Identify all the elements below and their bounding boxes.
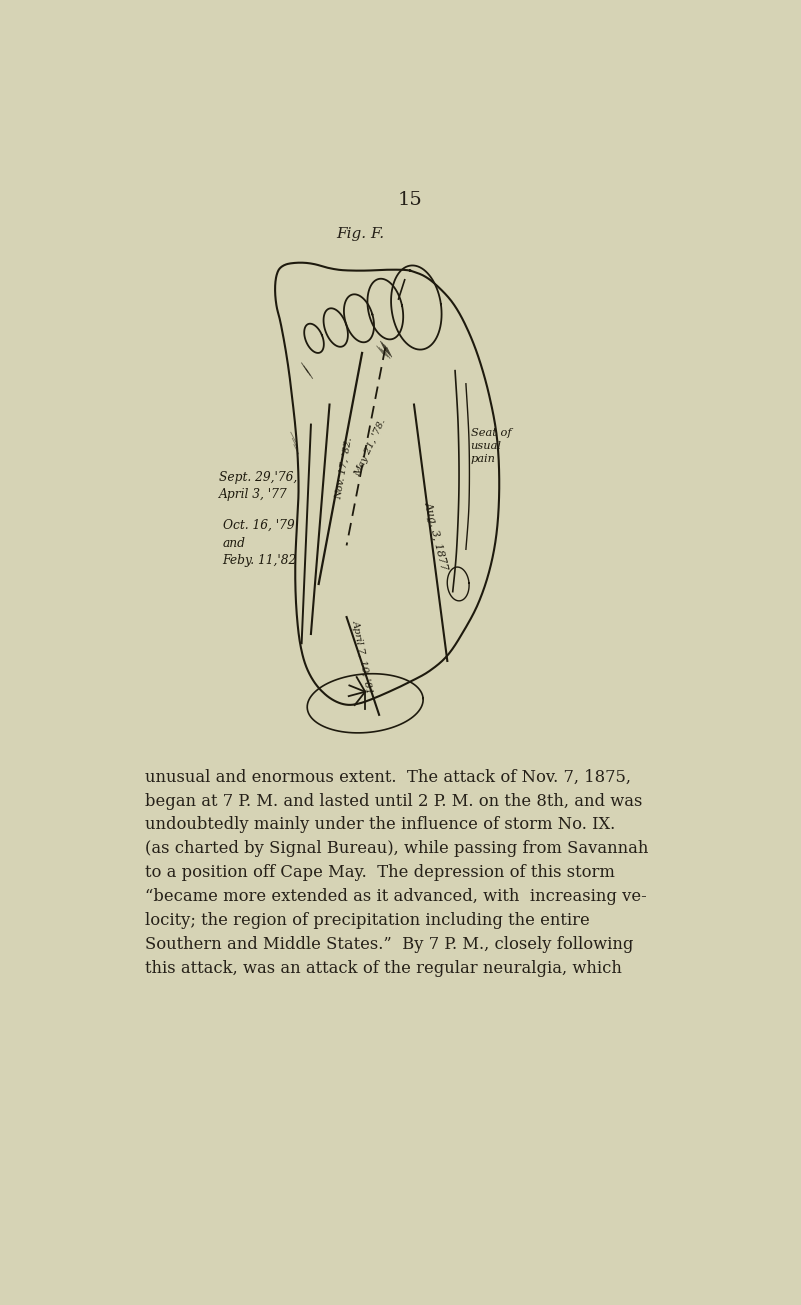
Text: locity; the region of precipitation including the entire: locity; the region of precipitation incl… [145,912,590,929]
Text: this attack, was an attack of the regular neuralgia, which: this attack, was an attack of the regula… [145,959,622,976]
Text: May 21, '78.: May 21, '78. [352,418,387,478]
Text: began at 7 P. M. and lasted until 2 P. M. on the 8th, and was: began at 7 P. M. and lasted until 2 P. M… [145,792,642,809]
Text: Southern and Middle States.”  By 7 P. M., closely following: Southern and Middle States.” By 7 P. M.,… [145,936,634,953]
Text: (as charted by Signal Bureau), while passing from Savannah: (as charted by Signal Bureau), while pas… [145,840,649,857]
Text: April 7, 10, '81: April 7, 10, '81 [351,620,373,694]
Text: unusual and enormous extent.  The attack of Nov. 7, 1875,: unusual and enormous extent. The attack … [145,769,631,786]
Text: Sept. 29,'76,
April 3, '77: Sept. 29,'76, April 3, '77 [219,471,297,501]
Text: Fig. F.: Fig. F. [336,227,384,240]
Text: 15: 15 [398,191,422,209]
Text: Oct. 16, '79
and
Feby. 11,'82: Oct. 16, '79 and Feby. 11,'82 [223,519,297,568]
Text: Seat of
usual
pain: Seat of usual pain [470,428,511,465]
Text: undoubtedly mainly under the influence of storm No. IX.: undoubtedly mainly under the influence o… [145,817,615,834]
Text: to a position off Cape May.  The depression of this storm: to a position off Cape May. The depressi… [145,864,615,881]
Text: Nov. 17, '82.: Nov. 17, '82. [334,437,354,500]
Text: “became more extended as it advanced, with  increasing ve-: “became more extended as it advanced, wi… [145,889,647,906]
Text: Aug. 3, 1877: Aug. 3, 1877 [423,500,450,570]
